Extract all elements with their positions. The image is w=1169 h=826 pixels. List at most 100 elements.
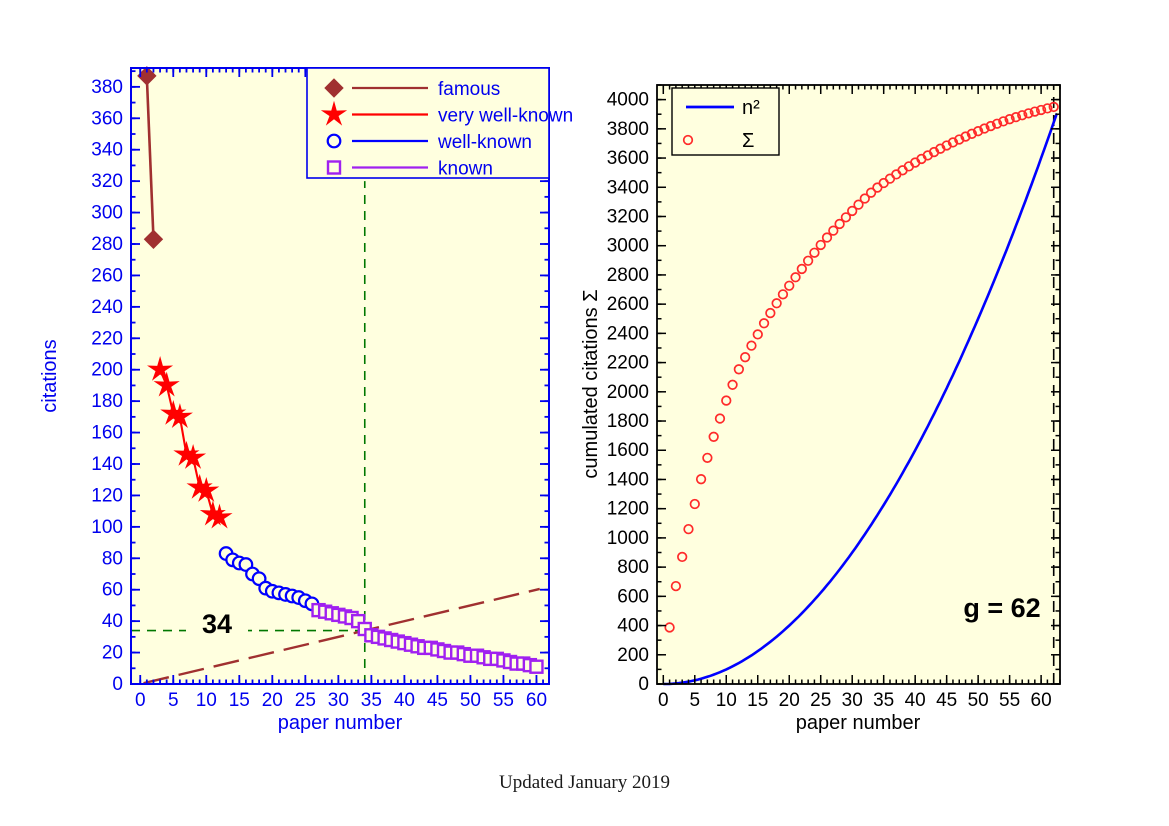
circle-marker (326, 133, 342, 149)
y-tick-label: 600 (617, 586, 649, 607)
legend-label: n² (742, 97, 760, 119)
open-circle-marker (771, 298, 782, 309)
citations-per-paper-chart: 340 5 10 15 20 25 30 35 40 45 50 55 6002040608010012… (39, 66, 573, 734)
y-tick-label: 60 (102, 580, 123, 601)
legend-label: well-known (437, 132, 532, 153)
star-marker (166, 403, 193, 429)
y-axis-title: citations (39, 339, 61, 412)
x-tick-label: 45 (427, 690, 448, 711)
tick-labels: 0 5 10 15 20 25 30 35 40 45 50 55 60 0 20 40 60 80 100 120 1… (91, 77, 547, 711)
legend-label: known (438, 159, 493, 180)
y-tick-label: 2400 (607, 323, 649, 344)
y-tick-label: 1600 (607, 440, 649, 461)
x-tick-label: 25 (810, 690, 831, 711)
y-tick-label: 320 (91, 171, 123, 192)
open-circle-marker (682, 134, 694, 146)
y-tick-label: 400 (617, 616, 649, 637)
open-circle-marker (834, 218, 845, 230)
x-tick-label: 15 (747, 690, 768, 711)
open-circle-marker (1023, 108, 1034, 119)
star-marker (206, 503, 233, 529)
cumulated-citations-annotation: g = 62 (963, 593, 1040, 623)
open-circle-marker (865, 187, 877, 198)
x-tick-label: 30 (328, 690, 349, 711)
x-tick-label: 0 (658, 690, 669, 711)
open-circle-marker (985, 120, 996, 132)
open-circle-marker (746, 340, 757, 351)
y-tick-label: 4000 (607, 90, 649, 111)
legend: famous very well-known well-known known (306, 67, 573, 180)
legend-entry-well-known: well-known (326, 132, 532, 153)
x-tick-label: 60 (1031, 690, 1052, 711)
x-tick-label: 40 (394, 690, 415, 711)
open-circle-marker (815, 239, 826, 251)
x-tick-label: 55 (493, 690, 514, 711)
legend-label: famous (438, 79, 500, 100)
open-circle-marker (708, 431, 719, 442)
legend: n² Σ (671, 87, 780, 156)
y-axis-title: cumulated citations Σ (580, 289, 602, 478)
open-circle-marker (809, 247, 820, 258)
y-tick-label: 1200 (607, 499, 649, 520)
open-circle-marker (1029, 106, 1040, 117)
open-circle-marker (702, 452, 713, 463)
y-tick-label: 0 (112, 674, 123, 695)
open-circle-marker (777, 289, 789, 300)
open-circle-marker (1004, 114, 1015, 125)
y-tick-label: 340 (91, 140, 123, 161)
series-n- (663, 112, 1059, 686)
open-circle-marker (683, 523, 694, 535)
series-known (311, 602, 544, 674)
x-tick-label: 5 (168, 690, 179, 711)
x-tick-label: 5 (689, 690, 700, 711)
x-tick-label: 30 (842, 690, 863, 711)
open-circle-marker (721, 395, 732, 406)
diagonal-reference-line (143, 587, 541, 685)
open-circle-marker (979, 123, 990, 134)
y-tick-label: 120 (91, 485, 123, 506)
open-circle-marker (821, 232, 833, 243)
open-circle-marker (765, 307, 776, 319)
y-tick-label: 140 (91, 454, 123, 475)
y-tick-label: 800 (617, 557, 649, 578)
series-well-known (218, 546, 320, 612)
open-circle-marker (1017, 110, 1028, 121)
y-tick-label: 200 (91, 360, 123, 381)
x-tick-label: 35 (361, 690, 382, 711)
y-tick-label: 200 (617, 645, 649, 666)
y-tick-label: 2800 (607, 265, 649, 286)
open-circle-marker (966, 128, 977, 139)
y-tick-label: 1000 (607, 528, 649, 549)
y-tick-label: 3600 (607, 148, 649, 169)
plot-area (657, 85, 1060, 684)
x-tick-label: 25 (295, 690, 316, 711)
annotation-backdrop (186, 609, 248, 640)
y-tick-label: 100 (91, 517, 123, 538)
x-tick-label: 35 (873, 690, 894, 711)
open-circle-marker (998, 116, 1009, 127)
x-tick-label: 15 (229, 690, 250, 711)
star-marker (153, 371, 180, 397)
open-circle-marker (859, 193, 870, 204)
open-circle-marker (677, 551, 688, 563)
open-circle-marker (689, 498, 700, 510)
open-circle-marker (784, 280, 795, 291)
x-tick-label: 20 (779, 690, 800, 711)
open-circle-marker (714, 413, 726, 424)
tick-labels: 0 5 10 15 20 25 30 35 40 45 50 55 600200400600800100… (607, 90, 1052, 711)
y-tick-label: 260 (91, 265, 123, 286)
x-axis-title: paper number (796, 712, 921, 734)
diamond-marker (143, 229, 164, 249)
x-tick-label: 45 (936, 690, 957, 711)
y-tick-label: 220 (91, 328, 123, 349)
open-circle-marker (972, 126, 984, 137)
star-marker (147, 355, 174, 381)
open-circle-marker (664, 622, 675, 633)
x-tick-label: 55 (999, 690, 1020, 711)
series-- (664, 101, 1059, 633)
y-tick-label: 280 (91, 234, 123, 255)
open-circle-marker (847, 205, 858, 217)
y-tick-label: 360 (91, 108, 123, 129)
open-circle-marker (1010, 111, 1022, 123)
